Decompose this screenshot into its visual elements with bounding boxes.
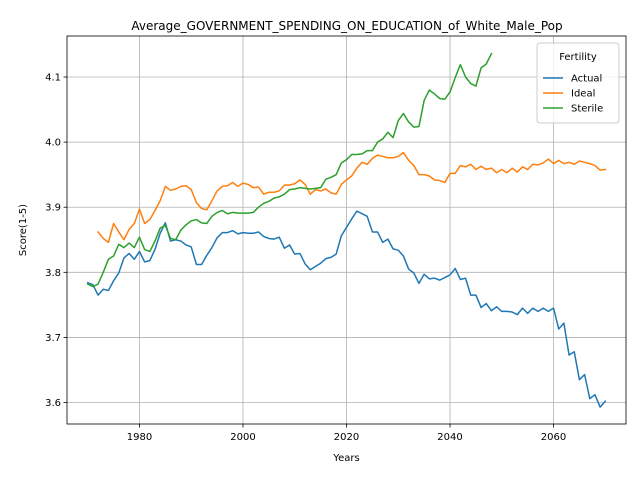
series-line-sterile: [86, 52, 493, 288]
chart-title: Average_GOVERNMENT_SPENDING_ON_EDUCATION…: [131, 19, 562, 33]
x-tick-label: 2040: [437, 432, 462, 443]
legend-label-ideal: Ideal: [571, 89, 595, 100]
y-tick-label: 3.9: [45, 203, 61, 214]
x-tick-label: 2020: [334, 432, 359, 443]
y-tick-label: 3.7: [45, 333, 61, 344]
legend-label-actual: Actual: [571, 74, 602, 85]
series-lines: [86, 52, 607, 408]
x-axis-label: Years: [332, 453, 359, 464]
y-tick-label: 3.8: [45, 268, 61, 279]
legend-label-sterile: Sterile: [571, 104, 603, 115]
x-tick-label: 2060: [541, 432, 566, 443]
y-axis-label: Score(1-5): [18, 204, 29, 256]
legend-title: Fertility: [559, 52, 597, 63]
axis-ticks: 1980 2000 2020 2040 2060 3.6 3.7 3.8 3.9 4.0 4.1: [45, 73, 566, 443]
series-line-actual: [86, 210, 607, 408]
y-tick-label: 3.6: [45, 398, 61, 409]
legend-box: [536, 42, 620, 124]
y-tick-label: 4.0: [45, 138, 61, 149]
x-tick-label: 1980: [127, 432, 152, 443]
legend-items: Actual Ideal Sterile: [543, 74, 603, 115]
x-tick-label: 2000: [230, 432, 255, 443]
y-tick-label: 4.1: [45, 73, 61, 84]
legend: Fertility Actual Ideal Sterile: [536, 42, 620, 124]
gridlines: [67, 36, 626, 424]
series-line-ideal: [97, 151, 607, 244]
